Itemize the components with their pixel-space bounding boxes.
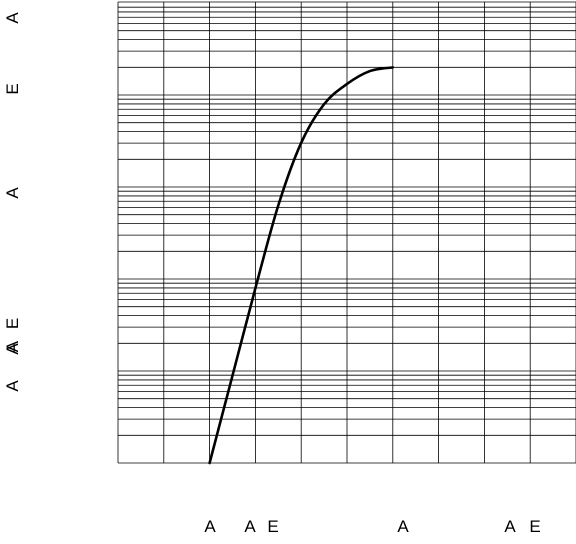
x-tick-label-6: E — [529, 517, 540, 536]
y-tick-label-5: A — [3, 343, 22, 355]
horizontal-gridlines — [118, 1, 576, 464]
x-tick-label-2: A — [244, 517, 256, 536]
x-tick-label-3: E — [267, 517, 278, 536]
x-tick-label-1: A — [204, 517, 216, 536]
y-tick-labels: A E A A E A A — [3, 12, 22, 392]
x-tick-label-5: A — [504, 517, 516, 536]
x-tick-labels: A A E A A E — [204, 517, 540, 536]
series-line-1 — [208, 66, 395, 465]
x-tick-label-4: A — [397, 517, 409, 536]
y-tick-label-2: E — [3, 83, 22, 94]
y-tick-label-4: A E — [3, 314, 22, 352]
y-tick-label-6: A — [3, 380, 22, 392]
series-layer — [208, 66, 395, 465]
vertical-gridlines — [117, 2, 576, 463]
y-tick-label-1: A — [3, 12, 22, 24]
y-tick-label-3: A — [3, 187, 22, 199]
